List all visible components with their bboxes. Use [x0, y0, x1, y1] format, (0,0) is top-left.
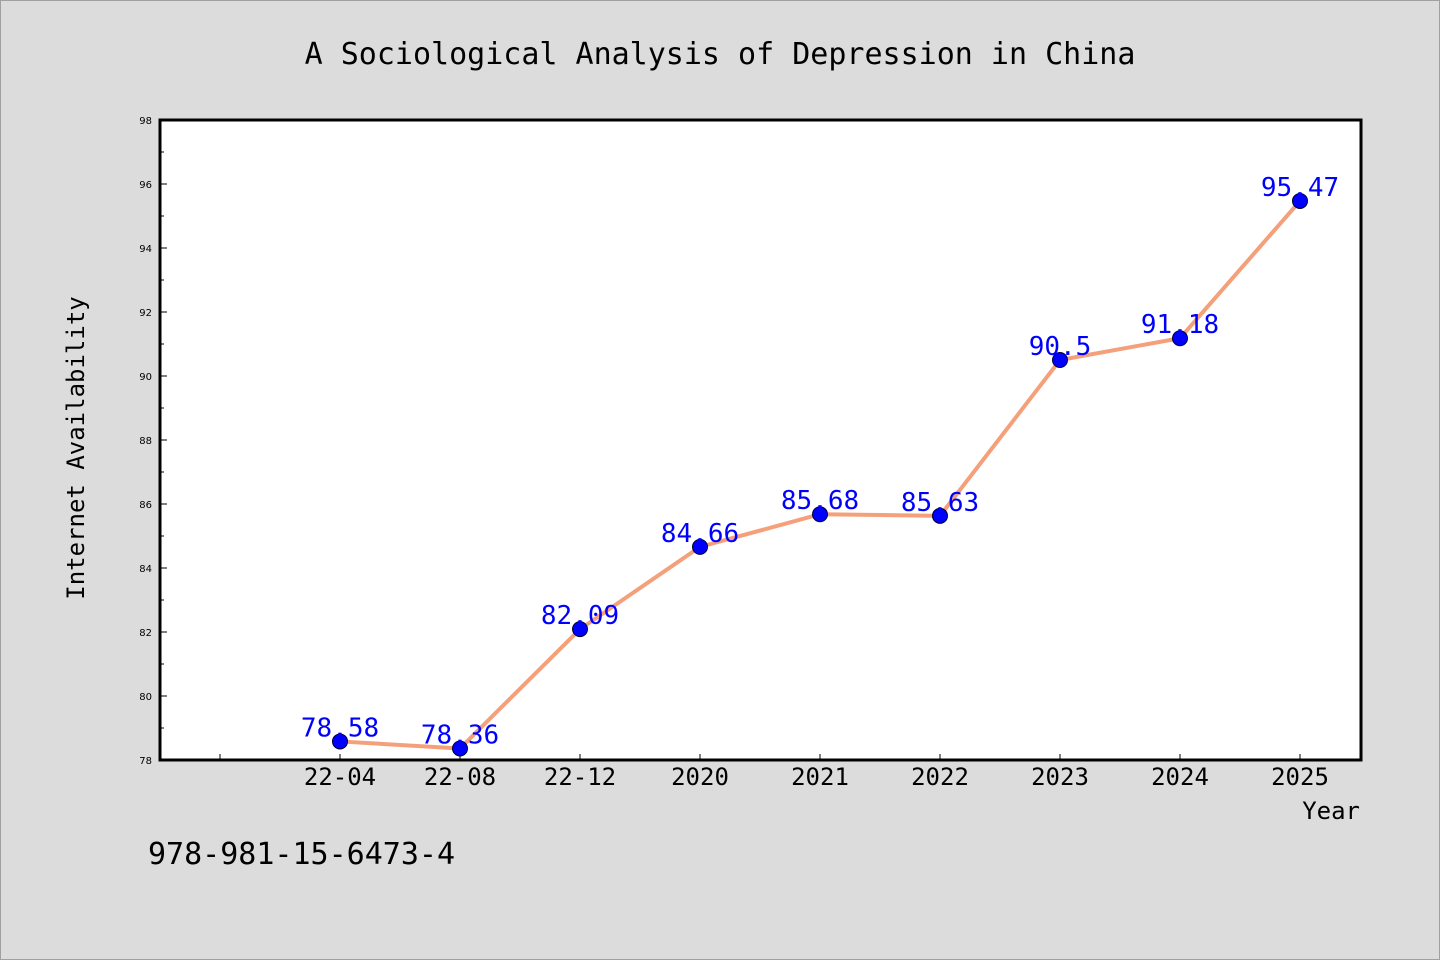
- data-label: 90.5: [1029, 332, 1092, 362]
- data-label: 84.66: [661, 519, 739, 549]
- x-axis: 22-04 22-08 22-12 2020 2021 2022 2023 2024 2025: [219, 754, 1329, 791]
- data-label: 95.47: [1261, 173, 1339, 203]
- data-point: [932, 507, 948, 524]
- x-tick-label: 22-04: [304, 763, 376, 791]
- y-tick-label: 88: [139, 436, 152, 447]
- y-tick-label: 96: [139, 180, 152, 191]
- data-point: [692, 538, 708, 555]
- y-tick-label: 82: [139, 628, 152, 639]
- data-point: [1292, 192, 1308, 209]
- x-tick-label: 2023: [1031, 763, 1089, 791]
- plot-area: [158, 118, 1363, 762]
- x-axis-label: Year: [1302, 797, 1360, 825]
- data-label: 78.36: [421, 720, 499, 750]
- data-label: 78.58: [301, 713, 379, 743]
- y-axis: 78 80 82 84 86 88 90 92 94 96 98: [139, 116, 167, 767]
- y-tick-label: 92: [139, 308, 152, 319]
- data-point: [452, 740, 468, 757]
- x-tick-label: 2025: [1271, 763, 1329, 791]
- data-point: [1052, 352, 1068, 368]
- y-axis-label: Internet Availability: [62, 296, 90, 599]
- x-tick-label: 2024: [1151, 763, 1209, 791]
- y-tick-label: 90: [139, 372, 152, 383]
- chart-title: A Sociological Analysis of Depression in…: [305, 37, 1136, 72]
- x-tick-label: 2020: [671, 763, 729, 791]
- isbn-footer: 978-981-15-6473-4: [148, 837, 455, 872]
- y-tick-label: 80: [139, 692, 152, 703]
- y-tick-label: 78: [139, 756, 152, 767]
- data-label: 82.09: [541, 601, 619, 631]
- y-tick-label: 94: [139, 244, 152, 255]
- x-tick-label: 2022: [911, 763, 969, 791]
- y-tick-label: 84: [139, 564, 152, 575]
- data-label: 85.63: [901, 488, 979, 518]
- data-point: [812, 506, 828, 523]
- y-tick-label: 86: [139, 500, 152, 511]
- x-tick-label: 22-12: [544, 763, 616, 791]
- x-tick-label: 2021: [791, 763, 849, 791]
- series-layer: 78.58 78.36 82.09 84.66 85.68 85.63 90.5 91.18 9…: [301, 173, 1339, 757]
- data-point: [1172, 330, 1188, 347]
- x-tick-label: 22-08: [424, 763, 496, 791]
- y-tick-label: 98: [139, 116, 152, 127]
- data-point: [572, 621, 588, 638]
- data-label: 85.68: [781, 486, 859, 516]
- data-label: 91.18: [1141, 310, 1219, 340]
- data-point: [332, 733, 348, 750]
